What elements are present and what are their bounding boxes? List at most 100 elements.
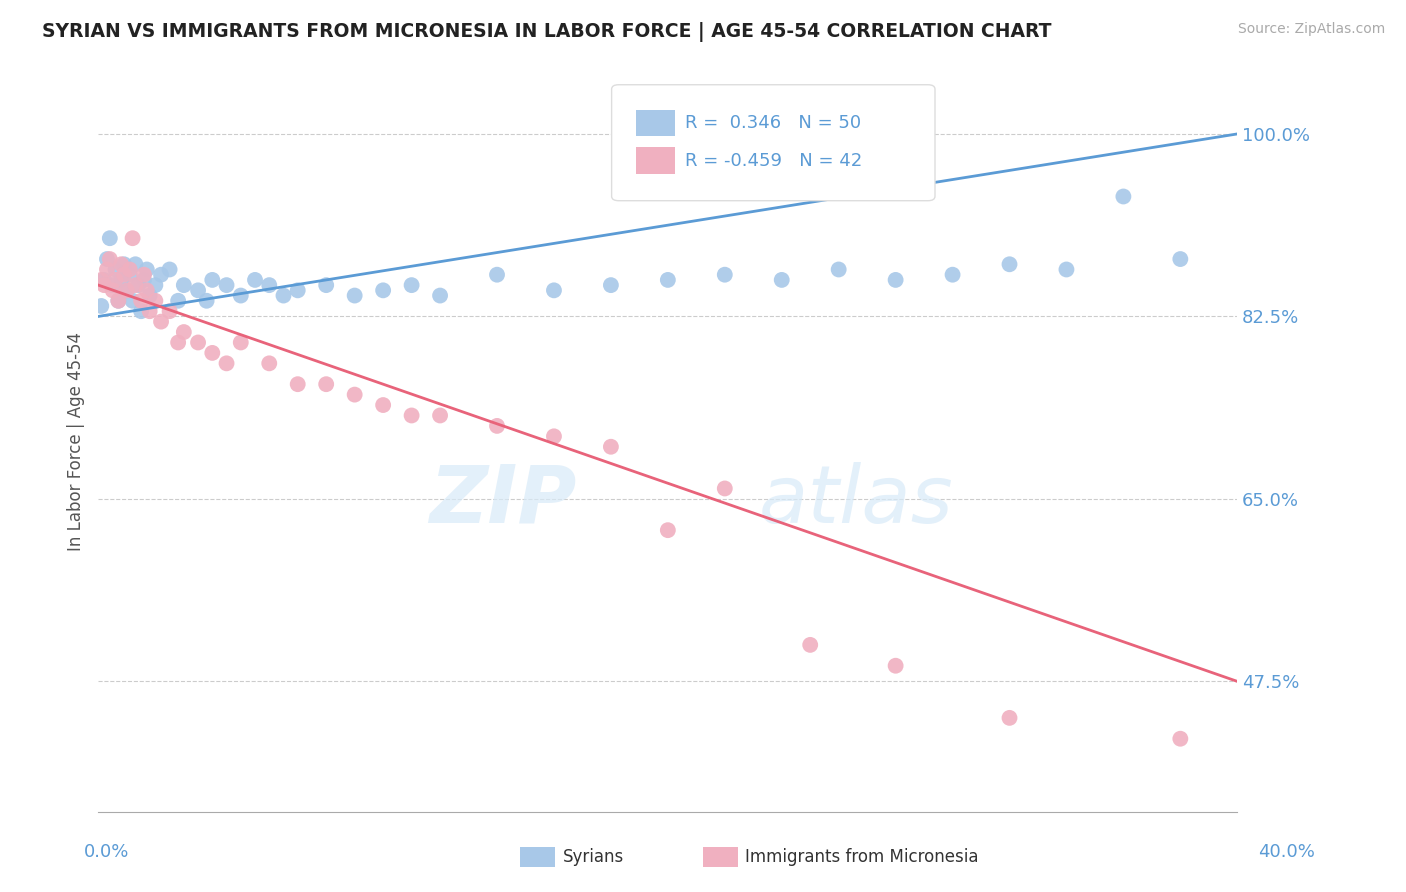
Point xyxy=(714,268,737,282)
Point xyxy=(187,335,209,350)
Point xyxy=(150,315,173,329)
Point xyxy=(173,325,195,339)
Point xyxy=(112,268,135,282)
Point xyxy=(315,278,337,293)
Point xyxy=(118,262,141,277)
Point xyxy=(287,283,309,297)
Point xyxy=(96,262,118,277)
Point xyxy=(104,262,127,277)
Point xyxy=(486,268,509,282)
Point xyxy=(1170,252,1192,266)
Point xyxy=(135,283,157,297)
Point xyxy=(115,283,138,297)
Text: 0.0%: 0.0% xyxy=(84,843,129,861)
Point xyxy=(110,257,132,271)
Point xyxy=(107,293,129,308)
Point xyxy=(115,283,138,297)
Point xyxy=(215,356,238,370)
Point xyxy=(373,398,395,412)
Point xyxy=(486,418,509,433)
Point xyxy=(243,273,266,287)
Point xyxy=(229,335,252,350)
Point xyxy=(173,278,195,293)
Text: ZIP: ZIP xyxy=(429,462,576,540)
Point xyxy=(90,273,112,287)
Point xyxy=(657,273,679,287)
Point xyxy=(110,273,132,287)
Point xyxy=(159,262,181,277)
Point xyxy=(101,278,124,293)
Point xyxy=(942,268,965,282)
Point xyxy=(138,288,160,302)
Point xyxy=(167,335,190,350)
Text: R =  0.346   N = 50: R = 0.346 N = 50 xyxy=(685,114,860,132)
Point xyxy=(145,278,167,293)
Point xyxy=(543,429,565,443)
Point xyxy=(259,278,281,293)
Point xyxy=(770,273,793,287)
Point xyxy=(159,304,181,318)
Point xyxy=(401,409,423,423)
Point xyxy=(1056,262,1078,277)
Point xyxy=(118,268,141,282)
Point xyxy=(884,273,907,287)
Y-axis label: In Labor Force | Age 45-54: In Labor Force | Age 45-54 xyxy=(66,332,84,551)
Point xyxy=(401,278,423,293)
Point xyxy=(998,711,1021,725)
Point xyxy=(799,638,821,652)
Text: atlas: atlas xyxy=(759,462,953,540)
Point xyxy=(104,273,127,287)
Point xyxy=(132,273,155,287)
Point xyxy=(129,293,152,308)
Point xyxy=(127,278,149,293)
Point xyxy=(121,231,143,245)
Text: Syrians: Syrians xyxy=(562,848,624,866)
Point xyxy=(195,293,218,308)
Point xyxy=(884,658,907,673)
Point xyxy=(600,440,623,454)
Point xyxy=(201,346,224,360)
Point xyxy=(600,278,623,293)
Point xyxy=(315,377,337,392)
Point xyxy=(343,288,366,302)
Point xyxy=(93,273,115,287)
Point xyxy=(90,299,112,313)
Point xyxy=(101,283,124,297)
Text: 40.0%: 40.0% xyxy=(1258,843,1315,861)
Point xyxy=(998,257,1021,271)
Text: Source: ZipAtlas.com: Source: ZipAtlas.com xyxy=(1237,22,1385,37)
Point xyxy=(1112,189,1135,203)
Point xyxy=(150,268,173,282)
Point xyxy=(187,283,209,297)
Point xyxy=(132,268,155,282)
Point xyxy=(714,482,737,496)
Point xyxy=(124,278,146,293)
Point xyxy=(657,523,679,537)
Point xyxy=(167,293,190,308)
Point xyxy=(287,377,309,392)
Point xyxy=(429,288,451,302)
Text: Immigrants from Micronesia: Immigrants from Micronesia xyxy=(745,848,979,866)
Point xyxy=(93,278,115,293)
Point xyxy=(107,293,129,308)
Point xyxy=(98,252,121,266)
Point xyxy=(138,304,160,318)
Point xyxy=(215,278,238,293)
Point xyxy=(828,262,851,277)
Text: R = -0.459   N = 42: R = -0.459 N = 42 xyxy=(685,152,862,169)
Point xyxy=(201,273,224,287)
Point xyxy=(373,283,395,297)
Point xyxy=(135,262,157,277)
Point xyxy=(259,356,281,370)
Point xyxy=(273,288,295,302)
Point xyxy=(121,293,143,308)
Point xyxy=(343,387,366,401)
Point xyxy=(429,409,451,423)
Point xyxy=(229,288,252,302)
Point xyxy=(543,283,565,297)
Point xyxy=(1170,731,1192,746)
Point xyxy=(98,231,121,245)
Point xyxy=(112,257,135,271)
Point xyxy=(124,257,146,271)
Point xyxy=(145,293,167,308)
